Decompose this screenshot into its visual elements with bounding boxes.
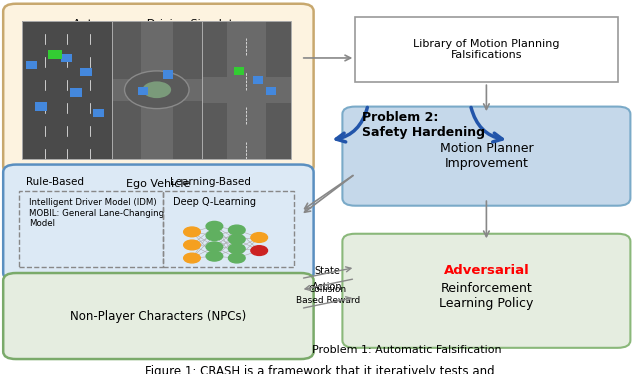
Circle shape — [206, 242, 223, 252]
Circle shape — [184, 240, 200, 250]
Bar — [93, 109, 104, 117]
Bar — [202, 77, 291, 103]
Circle shape — [184, 253, 200, 263]
Text: Deep Q-Learning: Deep Q-Learning — [173, 197, 256, 207]
Circle shape — [228, 253, 245, 263]
FancyBboxPatch shape — [3, 4, 314, 174]
Text: Autonomous Driving Simulator: Autonomous Driving Simulator — [73, 19, 244, 30]
Circle shape — [125, 71, 189, 108]
Text: Ego Vehicle: Ego Vehicle — [126, 179, 191, 189]
Bar — [138, 87, 148, 95]
Circle shape — [143, 82, 171, 98]
Circle shape — [206, 231, 223, 240]
Bar — [22, 21, 112, 159]
Bar — [202, 21, 291, 159]
Text: Library of Motion Planning
Falsifications: Library of Motion Planning Falsification… — [413, 39, 559, 60]
Bar — [227, 21, 266, 159]
Text: Adversarial: Adversarial — [444, 264, 529, 277]
Circle shape — [184, 227, 200, 237]
FancyBboxPatch shape — [355, 17, 618, 82]
Bar — [80, 68, 92, 76]
Bar — [253, 76, 263, 84]
Text: State: State — [315, 266, 340, 276]
Bar — [163, 70, 173, 79]
Circle shape — [206, 251, 223, 261]
Bar — [22, 21, 112, 159]
Bar — [112, 79, 202, 101]
Circle shape — [228, 244, 245, 254]
Text: Collision
Based Reward: Collision Based Reward — [296, 285, 360, 305]
Bar — [141, 21, 173, 159]
Circle shape — [251, 246, 268, 255]
Text: Intelligent Driver Model (IDM)
MOBIL: General Lane-Changing
Model: Intelligent Driver Model (IDM) MOBIL: Ge… — [29, 198, 164, 228]
Bar — [112, 21, 202, 159]
Text: Learning-Based: Learning-Based — [170, 177, 250, 187]
Text: Figure 1: CRASH is a framework that it iteratively tests and: Figure 1: CRASH is a framework that it i… — [145, 365, 495, 374]
Bar — [112, 21, 202, 159]
FancyBboxPatch shape — [3, 165, 314, 280]
FancyBboxPatch shape — [342, 107, 630, 206]
Text: Motion Planner
Improvement: Motion Planner Improvement — [440, 142, 533, 170]
Bar — [202, 21, 291, 159]
Bar — [266, 87, 276, 95]
Bar — [61, 54, 72, 62]
Circle shape — [228, 225, 245, 235]
FancyBboxPatch shape — [342, 234, 630, 348]
Bar — [70, 89, 82, 97]
Text: Action: Action — [312, 282, 343, 292]
Bar — [234, 67, 244, 75]
Bar — [48, 50, 62, 59]
Text: Reinforcement
Learning Policy: Reinforcement Learning Policy — [439, 282, 534, 310]
Text: Problem 1: Automatic Falsification: Problem 1: Automatic Falsification — [312, 345, 501, 355]
Bar — [35, 102, 47, 111]
Text: Problem 2:
Safety Hardening: Problem 2: Safety Hardening — [362, 111, 484, 139]
Bar — [26, 61, 37, 69]
Text: Non-Player Characters (NPCs): Non-Player Characters (NPCs) — [70, 310, 246, 322]
Text: Highway-env: Highway-env — [27, 28, 90, 38]
Text: Rule-Based: Rule-Based — [26, 177, 84, 187]
Circle shape — [251, 233, 268, 242]
Circle shape — [228, 234, 245, 244]
FancyBboxPatch shape — [3, 273, 314, 359]
Circle shape — [206, 221, 223, 231]
